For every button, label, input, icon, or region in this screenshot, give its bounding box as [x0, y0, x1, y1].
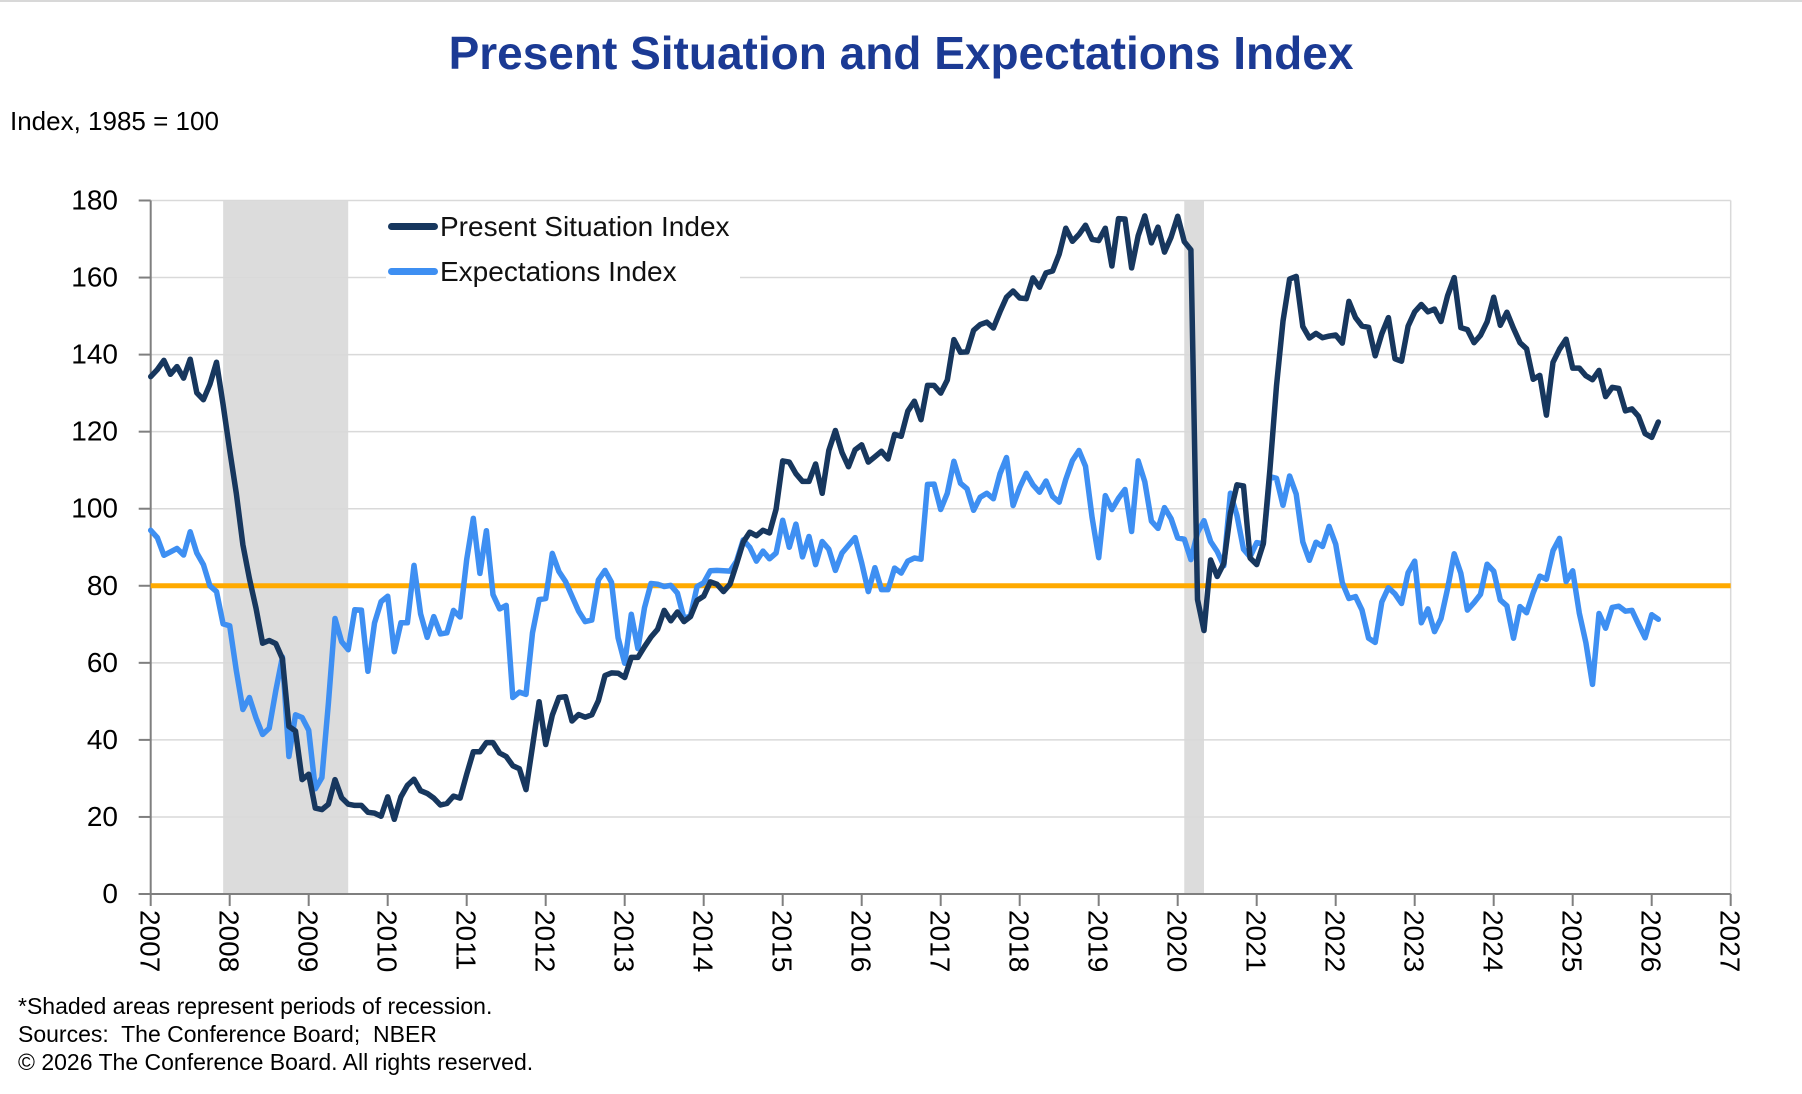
legend-item-expectations: Expectations Index	[388, 249, 730, 294]
x-axis-label: 2017	[925, 910, 956, 972]
y-axis-units-label: Index, 1985 = 100	[10, 106, 219, 136]
legend-item-present-situation: Present Situation Index	[388, 204, 730, 249]
copyright-footnote: © 2026 The Conference Board. All rights …	[18, 1049, 534, 1075]
x-axis-label: 2025	[1557, 910, 1588, 972]
y-axis-label: 140	[71, 339, 118, 370]
chart-title: Present Situation and Expectations Index	[448, 27, 1354, 79]
x-axis-label: 2012	[530, 910, 561, 972]
x-axis-label: 2024	[1478, 910, 1509, 972]
legend-label: Present Situation Index	[440, 210, 730, 242]
y-axis-label: 80	[87, 570, 118, 601]
legend-label: Expectations Index	[440, 255, 677, 287]
x-axis-label: 2027	[1715, 910, 1746, 972]
series-line-expectations	[147, 447, 1662, 792]
y-axis-label: 120	[71, 416, 118, 447]
x-axis-label: 2023	[1399, 910, 1430, 972]
x-axis-label: 2019	[1083, 910, 1114, 972]
x-axis-label: 2007	[135, 910, 166, 972]
y-axis-label: 60	[87, 647, 118, 678]
x-axis-label: 2011	[451, 910, 482, 970]
chart-footnotes: *Shaded areas represent periods of reces…	[18, 992, 533, 1076]
y-axis-label: 100	[71, 493, 118, 524]
x-axis-label: 2014	[688, 910, 719, 972]
recession-footnote: *Shaded areas represent periods of reces…	[18, 993, 493, 1019]
expectations-line-swatch	[388, 268, 438, 275]
x-axis-label: 2010	[372, 910, 403, 972]
x-axis-label: 2022	[1320, 910, 1351, 972]
present-situation-line-swatch	[388, 223, 438, 230]
series-line-present-situation	[147, 213, 1662, 823]
x-axis-label: 2020	[1162, 910, 1193, 972]
y-axis-label: 20	[87, 801, 118, 832]
x-axis-label: 2009	[293, 910, 324, 972]
x-axis-label: 2015	[767, 910, 798, 972]
x-axis-label: 2018	[1004, 910, 1035, 972]
x-axis-label: 2016	[846, 910, 877, 972]
y-axis-label: 40	[87, 724, 118, 755]
x-axis-label: 2026	[1636, 910, 1667, 972]
x-axis-label: 2008	[214, 910, 245, 972]
x-axis-label: 2021	[1241, 910, 1272, 972]
y-axis-label: 180	[71, 185, 118, 216]
y-axis-label: 160	[71, 262, 118, 293]
y-axis-label: 0	[102, 878, 118, 909]
chart-legend: Present Situation Index Expectations Ind…	[386, 202, 740, 296]
sources-footnote: Sources: The Conference Board; NBER	[18, 1021, 437, 1047]
x-axis-label: 2013	[609, 910, 640, 972]
